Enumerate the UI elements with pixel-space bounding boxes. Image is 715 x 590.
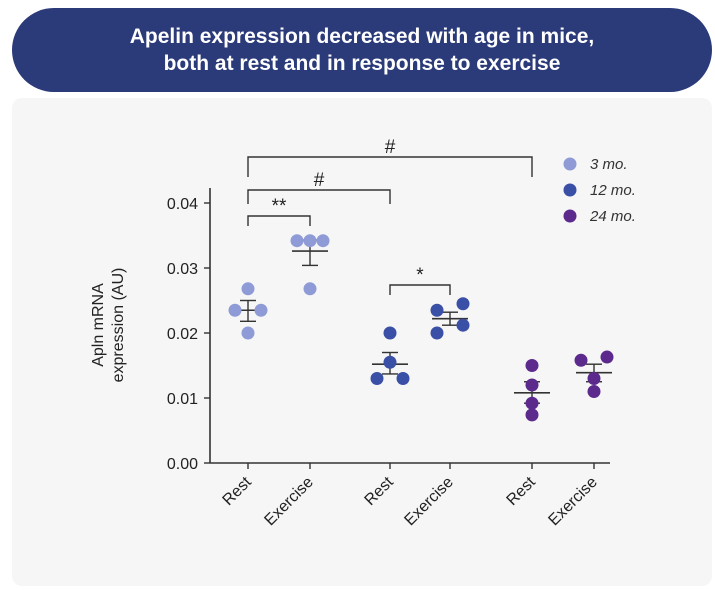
title-banner: Apelin expression decreased with age in … [12, 8, 712, 92]
legend-label: 12 mo. [590, 182, 636, 199]
data-point [574, 353, 588, 367]
y-axis-title: Apln mRNA [90, 283, 107, 367]
data-point [525, 359, 539, 372]
data-point [241, 282, 255, 296]
y-tick-label: 0.04 [167, 196, 198, 213]
data-point [456, 297, 470, 311]
chart-title: Apelin expression decreased with age in … [129, 25, 595, 75]
data-point [241, 326, 255, 340]
x-category-label: Exercise [261, 474, 316, 529]
legend-label: 24 mo. [589, 208, 636, 225]
data-point [303, 282, 317, 296]
data-point [290, 234, 304, 248]
x-category-label: Exercise [545, 474, 600, 529]
data-point [587, 385, 601, 398]
data-point [525, 396, 539, 410]
data-point [430, 303, 444, 317]
data-point [383, 355, 397, 369]
significance-bracket [247, 156, 533, 177]
data-point [525, 408, 539, 422]
significance-bracket [389, 284, 451, 295]
data-point [228, 303, 242, 317]
y-tick-label: 0.01 [167, 391, 198, 408]
significance-label: ** [272, 196, 287, 217]
data-point [370, 372, 384, 385]
significance-label: # [314, 170, 325, 191]
legend-marker [563, 183, 577, 197]
data-point [525, 378, 539, 392]
data-point [303, 234, 317, 248]
x-category-label: Exercise [401, 474, 456, 529]
y-axis-title: expression (AU) [110, 268, 127, 383]
data-point [254, 303, 268, 317]
data-point [587, 372, 601, 385]
legend-label: 3 mo. [590, 156, 628, 173]
data-point [430, 326, 444, 340]
y-tick-label: 0.03 [167, 261, 198, 278]
data-point [316, 234, 330, 248]
significance-label: # [385, 137, 396, 158]
y-tick-label: 0.02 [167, 326, 198, 343]
x-category-label: Rest [220, 473, 256, 509]
legend-marker [563, 157, 577, 171]
x-category-label: Rest [362, 473, 398, 509]
data-point [600, 350, 614, 364]
legend-marker [563, 209, 577, 223]
chart-panel [12, 98, 712, 586]
data-point [396, 372, 410, 385]
significance-bracket [247, 189, 391, 204]
data-point [383, 326, 397, 340]
significance-bracket [247, 215, 311, 226]
y-tick-label: 0.00 [167, 456, 198, 473]
x-category-label: Rest [504, 473, 540, 509]
significance-label: * [416, 265, 424, 286]
data-point [456, 318, 470, 332]
